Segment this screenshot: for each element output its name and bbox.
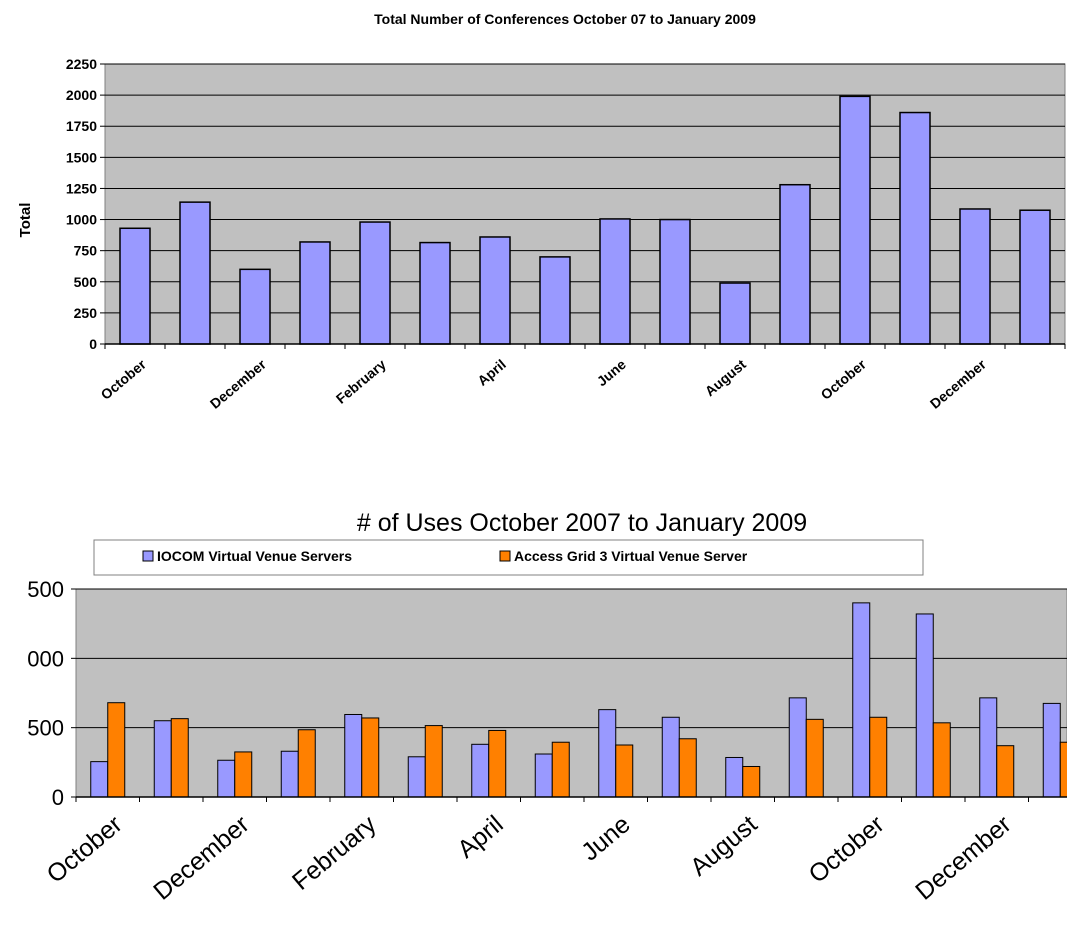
chart2-bar-access-grid <box>996 745 1015 798</box>
chart1-x-tick-label: August <box>702 356 749 399</box>
chart1-x-tick-label: December <box>207 356 270 412</box>
chart1-bar <box>119 227 151 345</box>
chart2-x-tick-label: December <box>910 810 1016 906</box>
legend-label-iocom: IOCOM Virtual Venue Servers <box>157 548 352 564</box>
chart2-bar-access-grid <box>488 729 507 798</box>
chart2-bar-access-grid <box>805 718 824 798</box>
chart1-bar <box>959 208 991 345</box>
chart2-bar-iocom <box>280 750 299 798</box>
chart2-bar-access-grid <box>615 744 634 798</box>
chart2-y-tick-label: 000 <box>27 646 64 671</box>
legend-swatch-iocom <box>142 550 154 562</box>
chart2-bar-access-grid <box>170 718 189 798</box>
chart1-bar <box>359 221 391 345</box>
chart1-bar <box>539 256 571 345</box>
chart1-bar <box>419 241 451 345</box>
chart1-x-tick-label: April <box>474 356 509 389</box>
chart2-x-tick-label: October <box>803 810 889 889</box>
chart1-y-tick-label: 1500 <box>66 149 97 165</box>
chart2-bar-iocom <box>979 697 998 798</box>
chart2-bar-iocom <box>598 709 617 798</box>
chart2-bar-access-grid <box>678 738 697 798</box>
chart1-y-tick-label: 1750 <box>66 118 97 134</box>
chart1-x-tick-label: October <box>818 356 870 403</box>
chart2-bar-access-grid <box>742 765 761 798</box>
chart2-bar-access-grid <box>361 717 380 798</box>
chart2-y-tick-label: 0 <box>52 785 64 810</box>
chart2-bar-iocom <box>661 716 680 798</box>
chart1-bar <box>659 218 691 345</box>
chart1-y-tick-label: 250 <box>74 305 98 321</box>
chart2-bar-access-grid <box>932 722 951 798</box>
chart2-bar-iocom <box>725 756 744 798</box>
chart1-bar <box>179 201 211 345</box>
chart1-y-tick-label: 1000 <box>66 212 97 228</box>
chart2-bar-iocom <box>407 756 426 798</box>
chart1-bar <box>839 95 871 345</box>
chart1-bar <box>1019 209 1051 345</box>
chart2-bar-iocom <box>1042 702 1061 798</box>
chart2-x-tick-label: June <box>576 810 636 866</box>
chart1-y-tick-label: 1250 <box>66 180 97 196</box>
chart1-y-axis-label: Total <box>17 203 34 238</box>
chart2-bar-iocom <box>217 759 236 798</box>
chart1-y-tick-label: 750 <box>74 243 98 259</box>
legend-label-access-grid: Access Grid 3 Virtual Venue Server <box>514 548 748 564</box>
chart1-bar <box>299 241 331 345</box>
chart2-bar-iocom <box>344 713 363 798</box>
chart2-title: # of Uses October 2007 to January 2009 <box>357 509 807 537</box>
chart2-bar-access-grid <box>234 751 253 798</box>
chart1-x-tick-label: February <box>333 356 389 407</box>
chart1-bar <box>479 236 511 345</box>
chart1-y-tick-label: 0 <box>89 336 97 352</box>
chart2-bar-access-grid <box>107 702 126 798</box>
chart2-bar-access-grid <box>869 716 888 798</box>
chart1-y-tick-label: 500 <box>74 274 98 290</box>
chart1-bars <box>105 95 1065 345</box>
legend-swatch-access-grid <box>499 550 511 562</box>
chart1-y-ticks: 0 250 500 750 1000 1250 1500 1750 2000 2250 <box>66 56 105 352</box>
chart2-bar-iocom <box>471 743 490 798</box>
chart2-bar-access-grid <box>1059 741 1067 798</box>
chart1-bar <box>599 218 631 345</box>
chart2-y-tick-label: 500 <box>27 577 64 602</box>
chart1-x-tick-label: October <box>98 356 150 403</box>
chart2-bar-access-grid <box>424 725 443 798</box>
chart2-x-tick-label: August <box>685 810 763 882</box>
chart2-x-tick-label: October <box>41 810 127 889</box>
chart2-bar-iocom <box>788 697 807 798</box>
chart2-x-tick-label: February <box>287 810 382 896</box>
chart2-x-tick-label: December <box>148 810 254 906</box>
chart2-bar-access-grid <box>297 729 316 798</box>
chart2-y-ticks: 0 500 000 500 <box>27 577 76 810</box>
chart2-bar-iocom <box>915 613 934 798</box>
chart1-x-tick-label: December <box>927 356 990 412</box>
chart2-gridlines <box>76 588 1067 729</box>
chart1-title: Total Number of Conferences October 07 t… <box>374 11 756 27</box>
chart1-y-tick-label: 2000 <box>66 87 97 103</box>
chart1-x-tick-label: June <box>594 356 629 389</box>
chart1-x-ticks: October December February April June August Oc… <box>98 344 1066 412</box>
chart1-bar <box>779 183 811 345</box>
chart1-bar <box>899 111 931 345</box>
chart2-x-tick-label: April <box>452 810 508 864</box>
chart2-bar-iocom <box>852 602 871 798</box>
chart1-bar <box>239 268 271 345</box>
chart2-bar-iocom <box>90 761 109 798</box>
chart2-bar-iocom <box>534 753 553 798</box>
chart1-bar <box>719 282 751 345</box>
chart2-y-tick-label: 500 <box>27 716 64 741</box>
chart2-bar-iocom <box>153 720 172 798</box>
chart2-x-ticks: October December February April June August Oc… <box>41 797 1029 906</box>
chart1-y-tick-label: 2250 <box>66 56 97 72</box>
chart2-bar-access-grid <box>551 741 570 798</box>
